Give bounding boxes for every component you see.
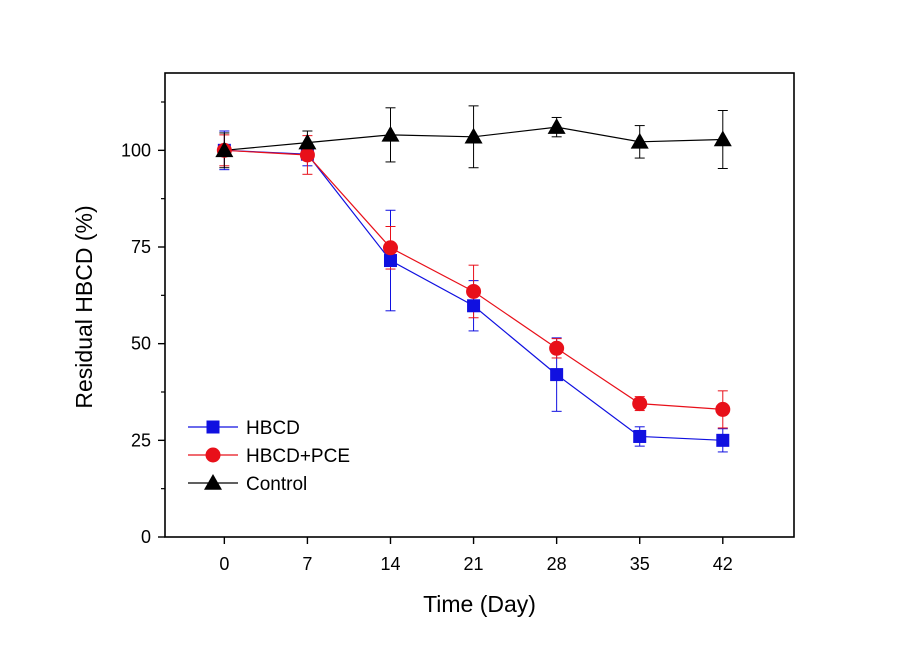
data-point-hbcd xyxy=(633,429,647,443)
data-markers xyxy=(215,118,732,447)
data-point-hbcd-pce xyxy=(549,340,565,356)
legend-marker-hbcd xyxy=(206,420,220,434)
y-tick-label: 25 xyxy=(131,430,151,450)
x-tick-label: 28 xyxy=(547,554,567,574)
x-tick-label: 21 xyxy=(464,554,484,574)
data-point-hbcd xyxy=(550,368,564,382)
data-point-control xyxy=(630,132,649,149)
y-tick-label: 75 xyxy=(131,237,151,257)
legend-label-control: Control xyxy=(246,474,307,495)
x-axis-title: Time (Day) xyxy=(423,591,536,617)
plot-frame xyxy=(164,72,795,538)
data-point-hbcd-pce xyxy=(382,240,398,256)
data-point-hbcd xyxy=(383,254,397,268)
data-point-hbcd xyxy=(716,433,730,447)
legend: HBCD HBCD+PCE Control xyxy=(188,418,350,495)
data-point-hbcd-pce xyxy=(299,147,315,163)
x-tick-label: 42 xyxy=(713,554,733,574)
error-bars xyxy=(219,105,728,453)
data-point-control xyxy=(713,130,732,147)
data-point-control xyxy=(547,118,566,134)
data-point-hbcd xyxy=(467,299,481,313)
data-point-hbcd-pce xyxy=(715,401,731,417)
y-tick-label: 50 xyxy=(131,334,151,354)
legend-marker-hbcd-pce xyxy=(205,447,221,463)
legend-marker-control xyxy=(204,474,222,490)
legend-label-hbcd-pce: HBCD+PCE xyxy=(246,446,350,467)
x-axis-ticks: 0 7 14 21 28 35 42 xyxy=(219,537,733,574)
data-point-control xyxy=(464,127,483,144)
x-tick-label: 14 xyxy=(380,554,400,574)
y-axis-title: Residual HBCD (%) xyxy=(71,205,97,408)
x-tick-label: 7 xyxy=(302,554,312,574)
y-tick-label: 0 xyxy=(141,527,151,547)
data-point-hbcd-pce xyxy=(632,396,648,412)
x-tick-label: 0 xyxy=(219,554,229,574)
y-tick-label: 100 xyxy=(121,140,151,160)
legend-label-hbcd: HBCD xyxy=(246,418,300,439)
data-point-control xyxy=(381,125,400,142)
data-point-control xyxy=(215,141,234,158)
x-tick-label: 35 xyxy=(630,554,650,574)
data-point-hbcd-pce xyxy=(466,283,482,299)
y-axis-ticks: 0 25 50 75 100 xyxy=(121,101,165,547)
data-point-control xyxy=(298,133,317,150)
